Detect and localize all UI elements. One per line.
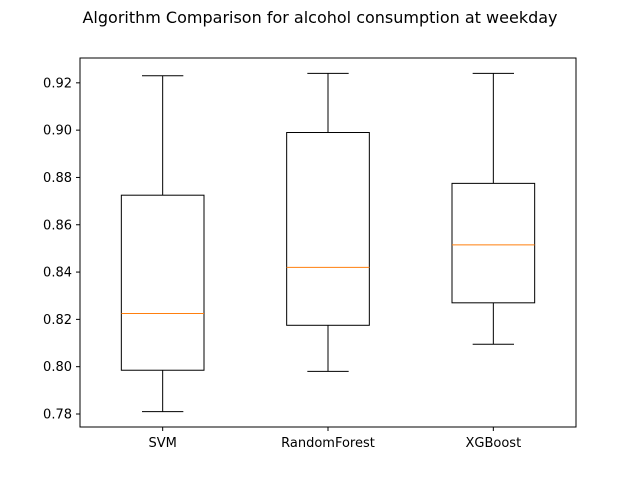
x-tick-label-randomforest: RandomForest: [281, 436, 375, 451]
y-tick-label-0-78: 0.78: [43, 407, 72, 422]
box-iqr-svm: [120, 194, 205, 371]
y-tick-label-0-88: 0.88: [43, 171, 72, 186]
y-tick-label-0-82: 0.82: [43, 313, 72, 328]
y-axis: 0.78 0.80 0.82 0.84 0.86 0.88 0.90 0.92: [43, 76, 80, 422]
box-group-xgboost: [451, 72, 536, 345]
box-iqr-xgboost: [451, 182, 536, 304]
box-group-svm: [120, 75, 205, 413]
x-tick-label-svm: SVM: [148, 436, 176, 451]
y-tick-label-0-90: 0.90: [43, 124, 72, 139]
y-tick-label-0-92: 0.92: [43, 76, 72, 91]
chart-title: Algorithm Comparison for alcohol consump…: [82, 8, 557, 27]
x-tick-label-xgboost: XGBoost: [465, 436, 521, 451]
box-group-randomforest: [286, 72, 370, 372]
plot-area: [120, 72, 536, 413]
x-axis: SVM RandomForest XGBoost: [148, 427, 521, 451]
box-iqr-randomforest: [286, 132, 370, 326]
y-tick-label-0-86: 0.86: [43, 218, 72, 233]
y-tick-label-0-84: 0.84: [43, 266, 72, 281]
y-tick-label-0-80: 0.80: [43, 360, 72, 375]
